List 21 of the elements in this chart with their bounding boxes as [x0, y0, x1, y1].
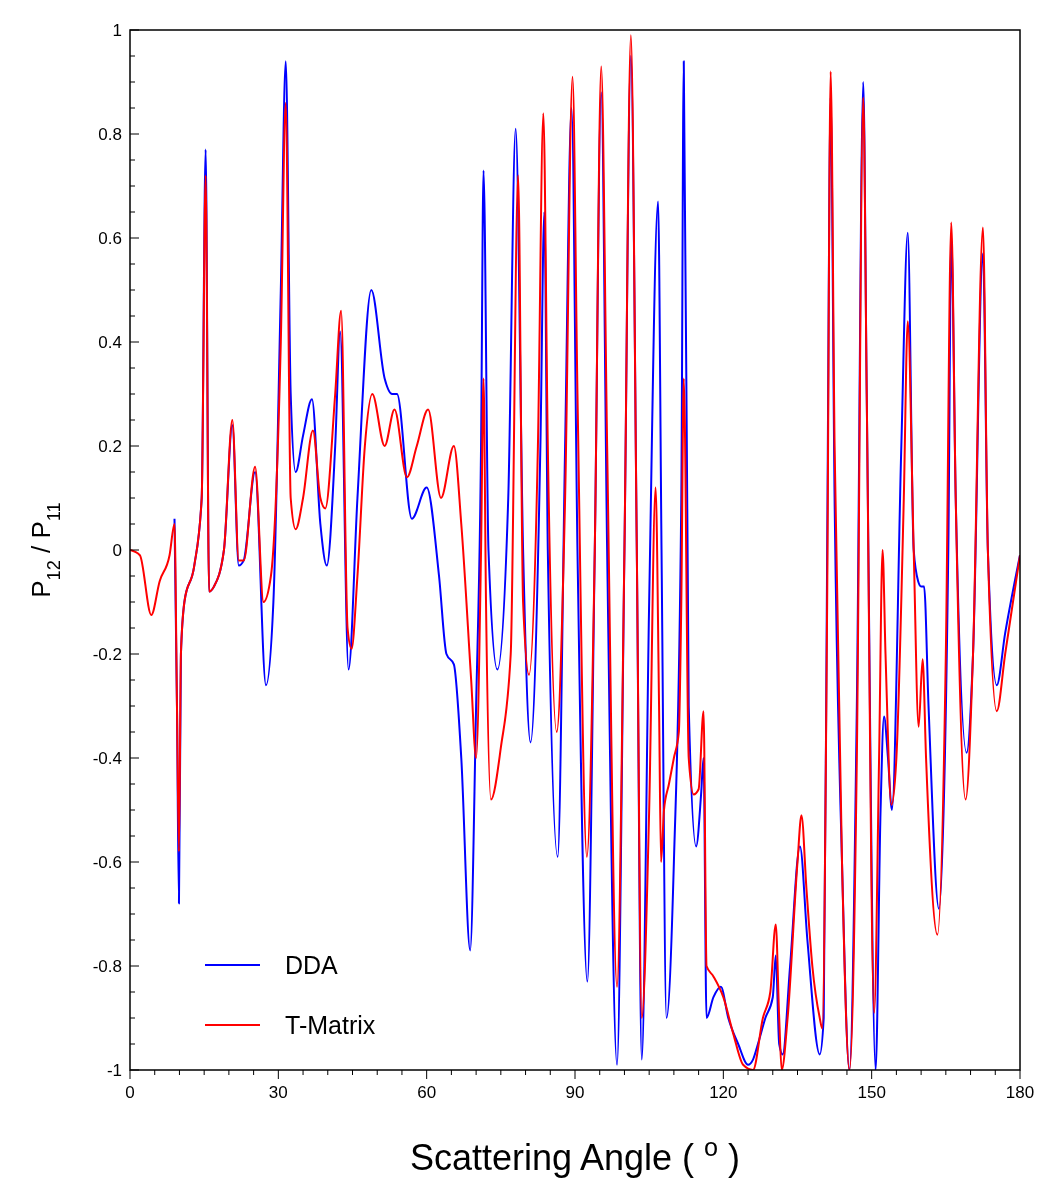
x-tick-label: 120 — [709, 1083, 738, 1102]
legend-label: DDA — [285, 950, 339, 979]
y-tick-label: 0.6 — [98, 228, 122, 248]
x-tick-label: 0 — [125, 1083, 135, 1102]
x-tick-label: 180 — [1005, 1083, 1035, 1102]
y-tick-label: -0.2 — [92, 644, 122, 664]
y-tick-label: 0.8 — [98, 124, 122, 144]
y-tick-label: 1 — [112, 20, 122, 40]
y-tick-label: 0 — [112, 540, 122, 560]
x-tick-label: 30 — [268, 1083, 288, 1102]
x-tick-label: 90 — [565, 1083, 585, 1102]
x-tick-label: 60 — [417, 1083, 437, 1102]
y-tick-label: -0.6 — [92, 852, 122, 872]
y-tick-label: 0.4 — [98, 332, 122, 352]
y-tick-label: 0.2 — [98, 436, 122, 456]
y-tick-label: -0.8 — [92, 956, 122, 976]
y-tick-label: -1 — [106, 1060, 122, 1080]
x-tick-label: 150 — [857, 1083, 886, 1102]
x-axis-title: Scattering Angle ( $^{o}$ ) — [409, 1133, 741, 1178]
y-tick-label: -0.4 — [92, 748, 122, 768]
legend-label: T-Matrix — [285, 1010, 376, 1039]
